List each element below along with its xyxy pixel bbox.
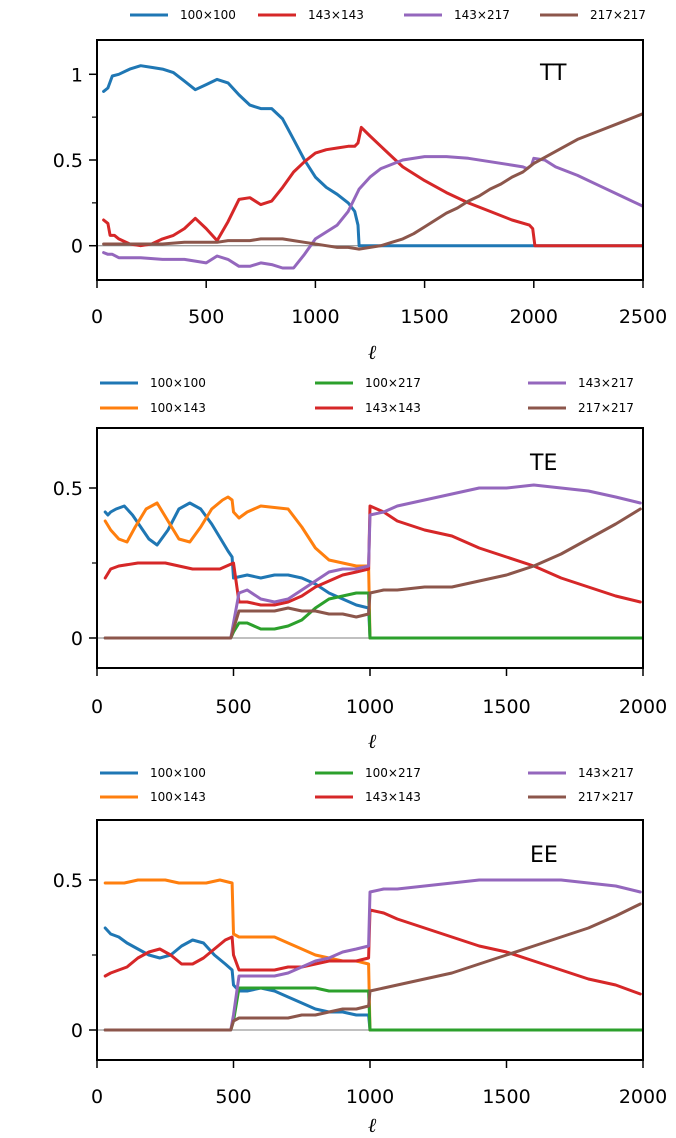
x-tick-label: 1500 — [400, 306, 448, 328]
x-tick-label: 0 — [91, 1086, 103, 1108]
legend-label-100x100: 100×100 — [150, 376, 206, 390]
x-tick-label: 2000 — [619, 696, 667, 718]
x-tick-label: 2500 — [619, 306, 667, 328]
panel-label: TT — [539, 61, 567, 86]
series-line-143x217 — [103, 483, 642, 640]
series-line-143x143 — [103, 908, 642, 996]
x-tick-label: 500 — [215, 696, 251, 718]
legend-label-100x217: 100×217 — [365, 766, 421, 780]
legend: 100×100 100×217 143×217 100×143 143×143 217×2… — [100, 376, 634, 415]
series-line-143x143 — [102, 125, 643, 248]
x-tick-label: 1500 — [482, 1086, 530, 1108]
y-tick-label: 0 — [71, 628, 83, 650]
legend-label-143x143: 143×143 — [365, 401, 421, 415]
series-line-100x143 — [103, 495, 643, 640]
x-axis-label: ℓ — [368, 729, 377, 753]
legend-label-100x143: 100×143 — [150, 790, 206, 804]
series-line-100x217 — [103, 591, 643, 640]
x-tick-label: 1000 — [291, 306, 339, 328]
legend-label-100x100: 100×100 — [180, 8, 236, 22]
y-tick-label: 0 — [71, 1020, 83, 1042]
legend-label-143x143: 143×143 — [365, 790, 421, 804]
series-line-217x217 — [103, 507, 642, 640]
legend-label-217x217: 217×217 — [578, 401, 634, 415]
y-tick-label: 0.5 — [53, 478, 83, 500]
panel-label: TE — [529, 451, 557, 476]
series-group — [102, 64, 643, 270]
x-tick-label: 1000 — [346, 696, 394, 718]
series-line-143x143 — [103, 504, 642, 607]
x-axis-label: ℓ — [368, 1113, 377, 1137]
x-tick-label: 0 — [91, 306, 103, 328]
x-tick-label: 2000 — [510, 306, 558, 328]
x-tick-label: 500 — [215, 1086, 251, 1108]
legend-label-100x217: 100×217 — [365, 376, 421, 390]
legend-label-143x217: 143×217 — [454, 8, 510, 22]
legend-label-217x217: 217×217 — [578, 790, 634, 804]
legend-label-100x143: 100×143 — [150, 401, 206, 415]
x-tick-label: 1000 — [346, 1086, 394, 1108]
legend-label-143x217: 143×217 — [578, 766, 634, 780]
x-tick-label: 1500 — [482, 696, 530, 718]
legend-label-217x217: 217×217 — [590, 8, 646, 22]
legend-label-143x217: 143×217 — [578, 376, 634, 390]
legend: 100×100 100×217 143×217 100×143 143×143 217×2… — [100, 766, 634, 804]
y-tick-label: 0 — [71, 236, 83, 258]
chart-tt: 0 500 1000 1500 2000 2500 0 0.5 1 TT ℓ 100×100 143×1… — [53, 8, 667, 364]
chart-ee: 0 500 1000 1500 2000 0 0.5 EE ℓ 100×100 100×217 143… — [53, 766, 667, 1137]
x-tick-label: 2000 — [619, 1086, 667, 1108]
legend: 100×100 143×143 143×217 217×217 — [130, 8, 646, 22]
series-line-100x100 — [102, 64, 643, 248]
series-line-100x100 — [103, 926, 643, 1032]
x-axis-label: ℓ — [368, 340, 377, 364]
panel-label: EE — [530, 843, 558, 868]
series-group — [103, 878, 643, 1032]
series-line-217x217 — [103, 902, 642, 1032]
series-line-217x217 — [102, 112, 643, 251]
x-tick-label: 0 — [91, 696, 103, 718]
y-tick-label: 0.5 — [53, 870, 83, 892]
series-line-100x100 — [103, 501, 643, 640]
x-tick-label: 500 — [188, 306, 224, 328]
series-line-143x217 — [103, 878, 642, 1032]
legend-label-143x143: 143×143 — [308, 8, 364, 22]
series-line-100x217 — [103, 986, 643, 1032]
series-line-143x217 — [102, 155, 643, 270]
y-tick-label: 1 — [71, 64, 83, 86]
series-group — [103, 483, 643, 640]
series-line-100x143 — [103, 878, 643, 1032]
chart-te: 0 500 1000 1500 2000 0 0.5 TE ℓ 100×100 100×217 143… — [53, 376, 667, 753]
y-tick-label: 0.5 — [53, 150, 83, 172]
legend-label-100x100: 100×100 — [150, 766, 206, 780]
